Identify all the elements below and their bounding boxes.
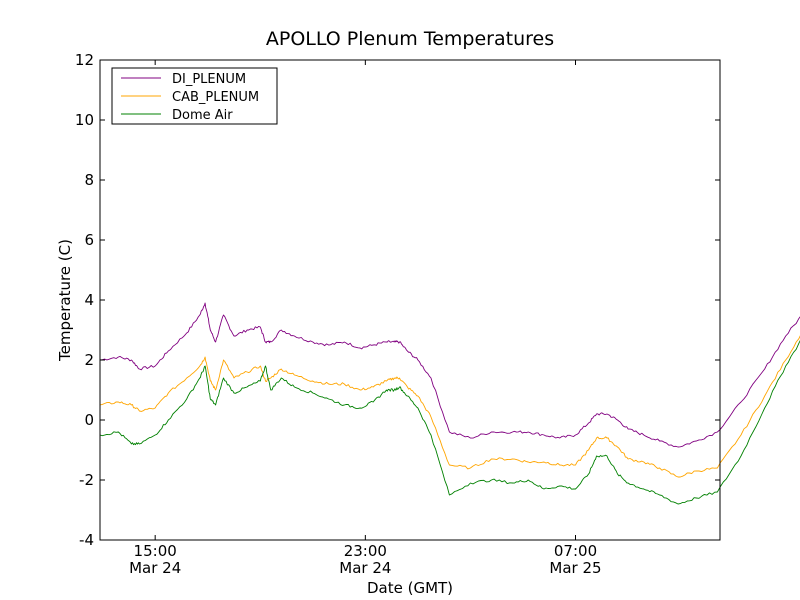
y-tick-label: -2 [79, 471, 94, 489]
y-tick-label: 0 [84, 411, 94, 429]
y-tick-label: 10 [75, 111, 94, 129]
x-tick-date-label: Mar 24 [339, 559, 391, 577]
y-tick-label: 12 [75, 51, 94, 69]
y-tick-label: 2 [84, 351, 94, 369]
legend: DI_PLENUM CAB_PLENUM Dome Air [111, 67, 278, 125]
legend-label-di-plenum: DI_PLENUM [172, 72, 246, 87]
x-tick-time-label: 23:00 [344, 542, 387, 560]
x-tick-time-label: 07:00 [554, 542, 597, 560]
y-gridless-frame [100, 60, 720, 540]
y-axis: -4 -2 0 2 4 6 8 10 12 [75, 51, 720, 549]
y-tick-label: 4 [84, 291, 94, 309]
series-line-di-plenum [99, 302, 800, 448]
y-tick-label: 8 [84, 171, 94, 189]
series-layer [99, 302, 800, 505]
series-line-cab-plenum [99, 335, 800, 478]
y-tick-label: -4 [79, 531, 94, 549]
chart-title: APOLLO Plenum Temperatures [266, 28, 554, 50]
legend-label-cab-plenum: CAB_PLENUM [172, 90, 259, 105]
series-line-dome-air [99, 339, 800, 505]
x-axis-title: Date (GMT) [367, 579, 453, 597]
x-tick-time-label: 15:00 [134, 542, 177, 560]
x-tick-date-label: Mar 24 [129, 559, 181, 577]
plot-area [100, 60, 720, 540]
y-axis-title: Temperature (C) [56, 239, 74, 362]
y-tick-label: 6 [84, 231, 94, 249]
x-tick-date-label: Mar 25 [549, 559, 601, 577]
legend-label-dome-air: Dome Air [172, 108, 233, 123]
